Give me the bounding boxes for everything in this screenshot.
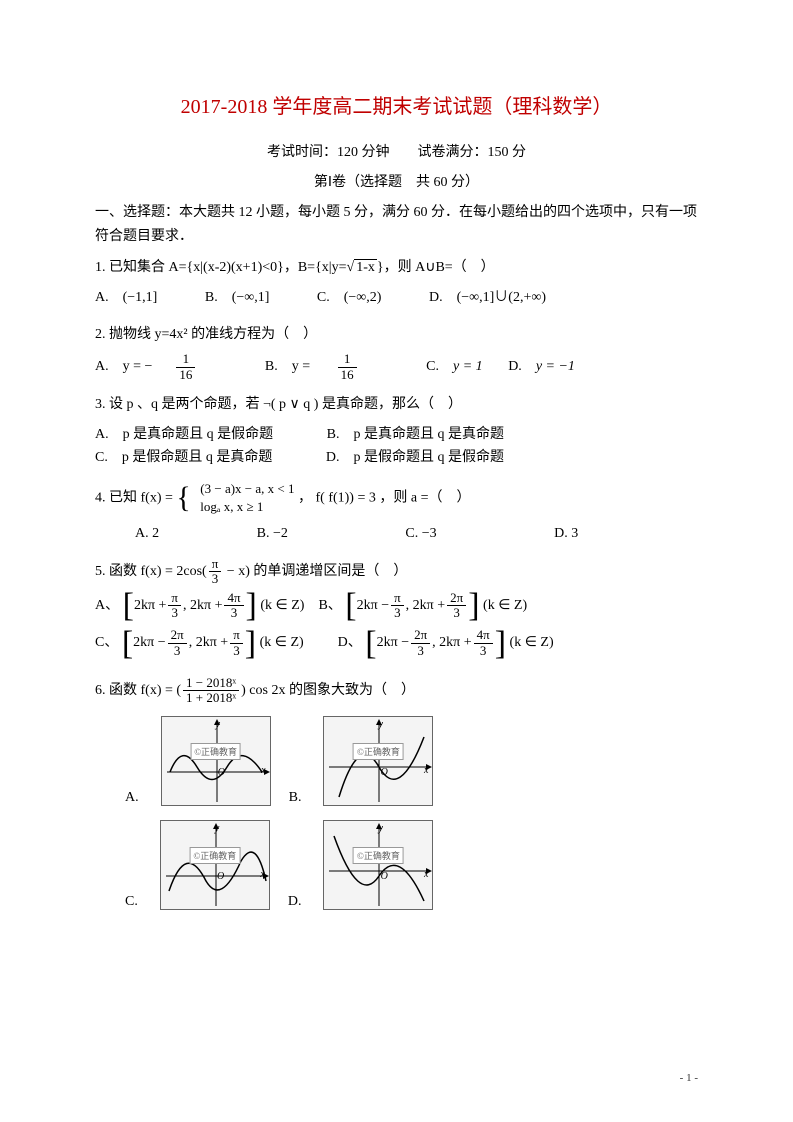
q6-label-a: A. [125,790,139,806]
exam-title: 2017-2018 学年度高二期末考试试题（理科数学） [95,90,698,119]
q1-stem-a: 1. 已知集合 A={x|(x-2)(x+1)<0}，B={x|y= [95,260,347,275]
q3-opt-a: A. p 是真命题且 q 是假命题 [95,427,295,442]
q4-opt-a: A. 2 [135,526,181,541]
q1-opt-d: D. (−∞,1]∪(2,+∞) [429,290,568,305]
q1-sqrt: 1-x [354,259,377,275]
q1-options: A. (−1,1] B. (−∞,1] C. (−∞,2) D. (−∞,1]∪… [95,285,698,312]
q6-graph-a: yxO ©正确教育 [161,716,271,806]
q3-opt-b: B. p 是真命题且 q 是真命题 [327,427,526,442]
q5-options-row1: A、 [2kπ + π3, 2kπ + 4π3] (k ∈ Z) B、 [2kπ… [95,591,698,621]
q1-stem-b: }，则 A∪B=（ ） [377,260,495,275]
q6-stem-b: ) cos 2x 的图象大致为（ ） [241,683,415,698]
q4-stem-a: 4. 已知 f(x) = [95,491,176,506]
q5-stem-b: − x) 的单调递增区间是（ ） [223,564,407,579]
q5-opt-b: B、 [2kπ − π3, 2kπ + 2π3] (k ∈ Z) [318,591,527,621]
q2-opt-c: C. y = 1 [426,359,483,374]
q4-options: A. 2 B. −2 C. −3 D. 3 [95,521,698,548]
question-6: 6. 函数 f(x) = (1 − 2018ˣ1 + 2018ˣ) cos 2x… [95,676,698,706]
q6-label-c: C. [125,894,138,910]
q6-stem-a: 6. 函数 f(x) = ( [95,683,181,698]
q1-opt-a: A. (−1,1] [95,290,179,305]
q5-opt-d: D、 [2kπ − 2π3, 2kπ + 4π3] (k ∈ Z) [338,628,554,658]
section-instructions: 一、选择题：本大题共 12 小题，每小题 5 分，满分 60 分．在每小题给出的… [95,201,698,249]
q6-graphs-row1: A. yxO ©正确教育 B. yxO ©正确教育 [125,716,698,806]
q2-options: A. y = −116 B. y = 116 C. y = 1 D. y = −… [95,352,698,382]
q4-opt-d: D. 3 [554,526,600,541]
page-number: - 1 - [680,1072,698,1084]
q5-options-row2: C、 [2kπ − 2π3, 2kπ + π3] (k ∈ Z) D、 [2kπ… [95,628,698,658]
q3-options: A. p 是真命题且 q 是假命题 B. p 是真命题且 q 是真命题 C. p… [95,423,698,471]
question-3: 3. 设 p 、q 是两个命题，若 ¬( p ∨ q ) 是真命题，那么（ ） [95,392,698,419]
q2-opt-b: B. y = 116 [265,359,401,374]
q5-opt-a: A、 [2kπ + π3, 2kπ + 4π3] (k ∈ Z) [95,591,304,621]
question-4: 4. 已知 f(x) = { (3 − a)x − a, x < 1 logₐ … [95,480,698,516]
q4-opt-b: B. −2 [257,526,310,541]
question-2: 2. 抛物线 y=4x² 的准线方程为（ ） [95,322,698,349]
question-5: 5. 函数 f(x) = 2cos(π3 − x) 的单调递增区间是（ ） [95,557,698,587]
q3-opt-d: D. p 是假命题且 q 是假命题 [326,450,526,465]
q4-opt-c: C. −3 [405,526,458,541]
question-1: 1. 已知集合 A={x|(x-2)(x+1)<0}，B={x|y=√1-x}，… [95,255,698,282]
brace-icon: { [176,483,190,513]
q4-piecewise: (3 − a)x − a, x < 1 logₐ x, x ≥ 1 [194,480,294,516]
q6-graph-d: yxO ©正确教育 [323,820,433,910]
q6-graph-c: yxO ©正确教育 [160,820,270,910]
q2-opt-d: D. y = −1 [508,359,575,374]
q5-stem-a: 5. 函数 f(x) = 2cos( [95,564,207,579]
q4-stem-b: ， f( f(1)) = 3 ，则 a =（ ） [298,491,470,506]
q6-label-d: D. [288,894,302,910]
q3-opt-c: C. p 是假命题且 q 是真命题 [95,450,294,465]
q1-opt-c: C. (−∞,2) [317,290,404,305]
section-header: 第Ⅰ卷（选择题 共 60 分） [95,171,698,191]
q6-label-b: B. [289,790,302,806]
exam-info: 考试时间：120 分钟 试卷满分：150 分 [95,141,698,161]
q6-graphs-row2: C. yxO ©正确教育 D. yxO ©正确教育 [125,820,698,910]
q2-opt-a: A. y = −116 [95,359,239,374]
q1-opt-b: B. (−∞,1] [205,290,292,305]
q6-graph-b: yxO ©正确教育 [323,716,433,806]
q5-opt-c: C、 [2kπ − 2π3, 2kπ + π3] (k ∈ Z) [95,628,304,658]
